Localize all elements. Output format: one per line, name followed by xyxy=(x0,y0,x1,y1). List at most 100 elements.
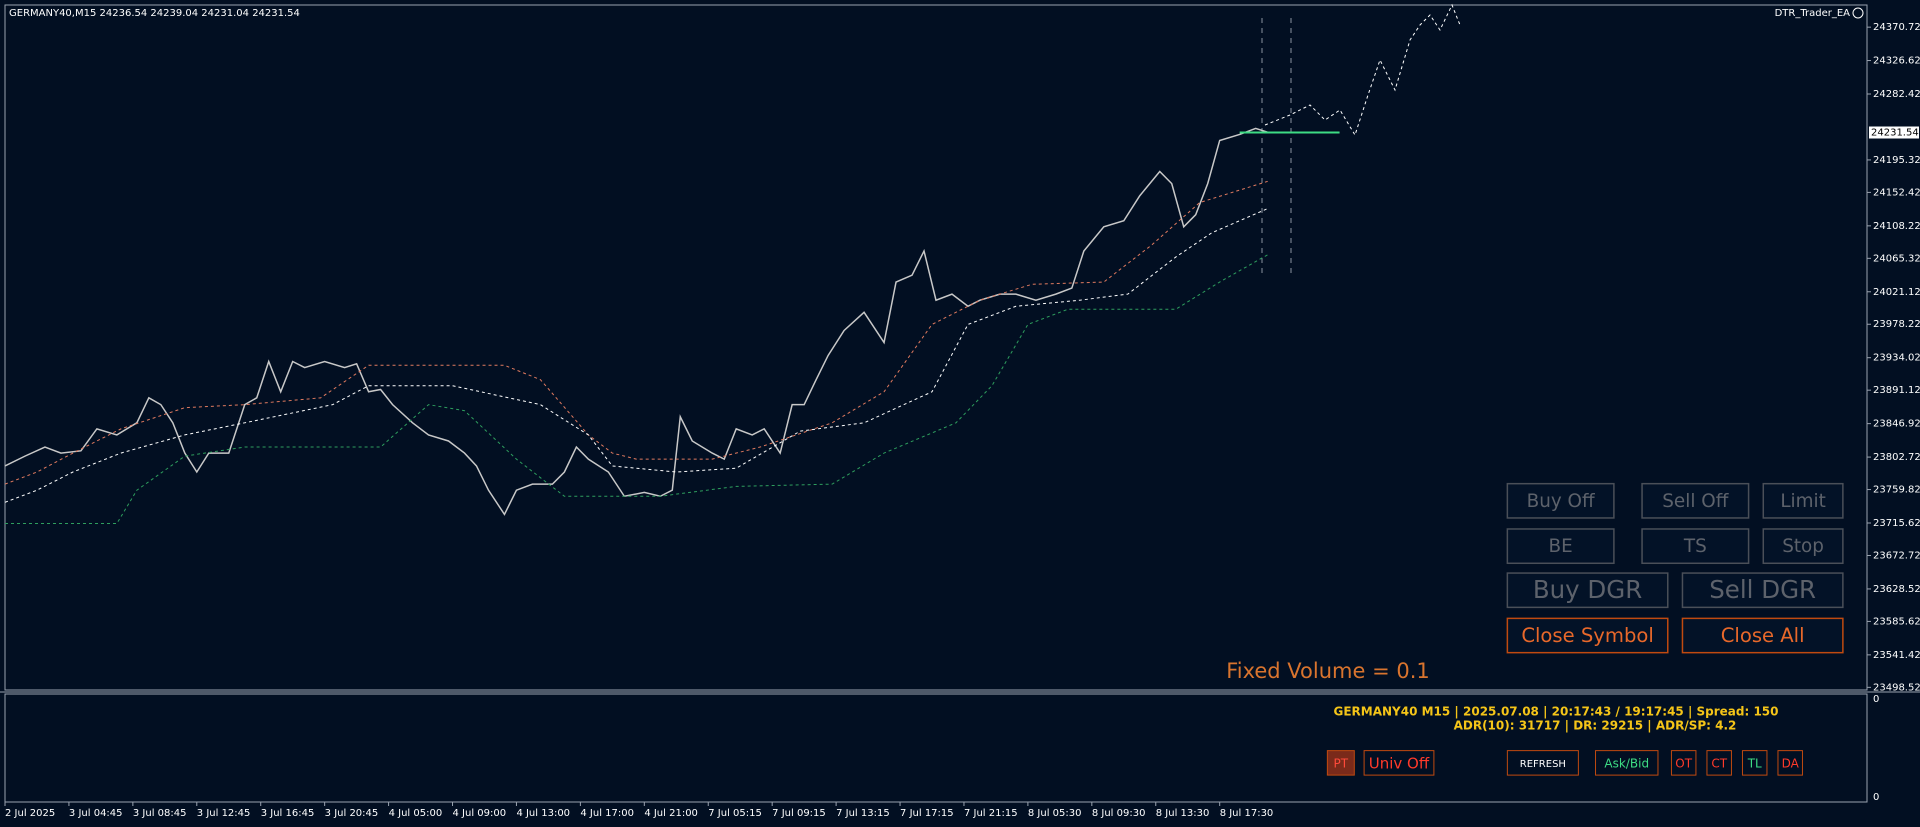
button-frame xyxy=(1363,750,1435,776)
price-tag-label: 24231.54 xyxy=(1871,128,1919,139)
y-tick-label: 23978.22 xyxy=(1873,319,1920,330)
band-line xyxy=(4,208,1268,503)
y-tick-label: 23759.82 xyxy=(1873,485,1920,496)
y-tick-label: 23891.12 xyxy=(1873,385,1920,396)
y-tick-label: 23498.52 xyxy=(1873,682,1920,693)
button[interactable]: Sell DGR xyxy=(1681,572,1844,609)
button-label: DA xyxy=(1782,756,1800,770)
button[interactable]: TS xyxy=(1641,528,1750,565)
toolbar-button[interactable]: REFRESH xyxy=(1506,750,1579,776)
x-tick-label: 8 Jul 17:30 xyxy=(1220,808,1274,819)
button-label: Sell DGR xyxy=(1709,575,1816,604)
x-tick-label: 7 Jul 09:15 xyxy=(772,808,826,819)
x-tick-label: 8 Jul 09:30 xyxy=(1092,808,1146,819)
x-tick-label: 4 Jul 09:00 xyxy=(453,808,507,819)
button-label: Stop xyxy=(1782,536,1824,557)
y-tick-label: 24021.12 xyxy=(1873,287,1920,298)
x-tick-label: 7 Jul 05:15 xyxy=(708,808,762,819)
y-tick-label: 23672.72 xyxy=(1873,550,1920,561)
y-tick-label: 23628.52 xyxy=(1873,584,1920,595)
x-tick-label: 7 Jul 17:15 xyxy=(900,808,954,819)
info-line: ADR(10): 31717 | DR: 29215 | ADR/SP: 4.2 xyxy=(1454,719,1737,733)
button-label: OT xyxy=(1675,756,1692,770)
x-tick-label: 4 Jul 21:00 xyxy=(644,808,698,819)
button-label: BE xyxy=(1549,536,1573,557)
toolbar-button[interactable]: Univ Off xyxy=(1363,750,1435,776)
button-frame xyxy=(1777,750,1803,776)
symbol-header: GERMANY40,M15 24236.54 24239.04 24231.04… xyxy=(9,8,300,19)
x-tick-label: 4 Jul 05:00 xyxy=(389,808,443,819)
button-frame xyxy=(1506,572,1669,609)
fixed-volume: Fixed Volume = 0.1 xyxy=(1226,659,1430,683)
toolbar-button[interactable]: PT xyxy=(1326,750,1355,776)
x-tick-label: 7 Jul 13:15 xyxy=(836,808,890,819)
button-frame xyxy=(1326,750,1355,776)
button-frame xyxy=(1506,750,1579,776)
toolbar-button[interactable]: CT xyxy=(1706,750,1732,776)
button[interactable]: Sell Off xyxy=(1641,482,1750,519)
button-frame xyxy=(1762,482,1844,519)
button-label: Sell Off xyxy=(1662,491,1728,512)
button[interactable]: Close Symbol xyxy=(1506,617,1669,654)
button-frame xyxy=(1506,482,1615,519)
price-tag xyxy=(1869,126,1919,139)
button[interactable]: Stop xyxy=(1762,528,1844,565)
indicator-label: 0 xyxy=(1873,694,1879,705)
band-line xyxy=(4,180,1268,485)
y-tick-label: 24195.32 xyxy=(1873,155,1920,166)
x-tick-label: 8 Jul 05:30 xyxy=(1028,808,1082,819)
button-frame xyxy=(1670,750,1697,776)
button-label: Buy Off xyxy=(1527,491,1595,512)
price-line xyxy=(4,127,1268,516)
toolbar-button[interactable]: DA xyxy=(1777,750,1803,776)
button[interactable]: Close All xyxy=(1681,617,1844,654)
button-frame xyxy=(1681,572,1844,609)
indicator-pane xyxy=(4,693,1868,803)
x-tick-label: 7 Jul 21:15 xyxy=(964,808,1018,819)
y-tick-label: 24370.72 xyxy=(1873,22,1920,33)
button[interactable]: BE xyxy=(1506,528,1615,565)
y-tick-label: 23715.62 xyxy=(1873,518,1920,529)
toolbar-button[interactable]: OT xyxy=(1670,750,1697,776)
button[interactable]: Buy DGR xyxy=(1506,572,1669,609)
toolbar-button[interactable]: TL xyxy=(1741,750,1768,776)
projection xyxy=(1264,3,1461,137)
y-tick-label: 24282.42 xyxy=(1873,89,1920,100)
button-frame xyxy=(1762,528,1844,565)
button-label: Ask/Bid xyxy=(1604,756,1649,770)
info-line: GERMANY40 M15 | 2025.07.08 | 20:17:43 / … xyxy=(1333,705,1778,719)
toolbar-button[interactable]: Ask/Bid xyxy=(1595,750,1659,776)
indicator-label: 0 xyxy=(1873,792,1879,803)
main-pane xyxy=(4,4,1868,691)
button-frame xyxy=(1595,750,1659,776)
button[interactable]: Limit xyxy=(1762,482,1844,519)
button-frame xyxy=(1681,617,1844,654)
button-frame xyxy=(1641,528,1750,565)
level-markers xyxy=(1261,18,1292,276)
x-tick-label: 3 Jul 04:45 xyxy=(69,808,123,819)
ea-name: DTR_Trader_EA xyxy=(1775,8,1851,19)
button-frame xyxy=(1641,482,1750,519)
button[interactable]: Buy Off xyxy=(1506,482,1615,519)
button-label: TL xyxy=(1747,756,1762,770)
button-label: TS xyxy=(1683,536,1707,557)
x-tick-label: 3 Jul 16:45 xyxy=(261,808,315,819)
button-label: REFRESH xyxy=(1520,759,1566,770)
x-tick-label: 4 Jul 13:00 xyxy=(516,808,570,819)
x-tick-label: 8 Jul 13:30 xyxy=(1156,808,1210,819)
button-label: Limit xyxy=(1780,491,1826,512)
button-frame xyxy=(1506,528,1615,565)
button-frame xyxy=(1506,617,1669,654)
x-tick-label: 3 Jul 08:45 xyxy=(133,808,187,819)
band-line xyxy=(5,254,1268,524)
x-tick-label: 3 Jul 12:45 xyxy=(197,808,251,819)
x-tick-label: 3 Jul 20:45 xyxy=(325,808,379,819)
y-tick-label: 23846.92 xyxy=(1873,419,1920,430)
y-tick-label: 24326.62 xyxy=(1873,56,1920,67)
y-tick-label: 24152.42 xyxy=(1873,187,1920,198)
button-label: PT xyxy=(1334,756,1349,770)
x-tick-label: 2 Jul 2025 xyxy=(5,808,55,819)
